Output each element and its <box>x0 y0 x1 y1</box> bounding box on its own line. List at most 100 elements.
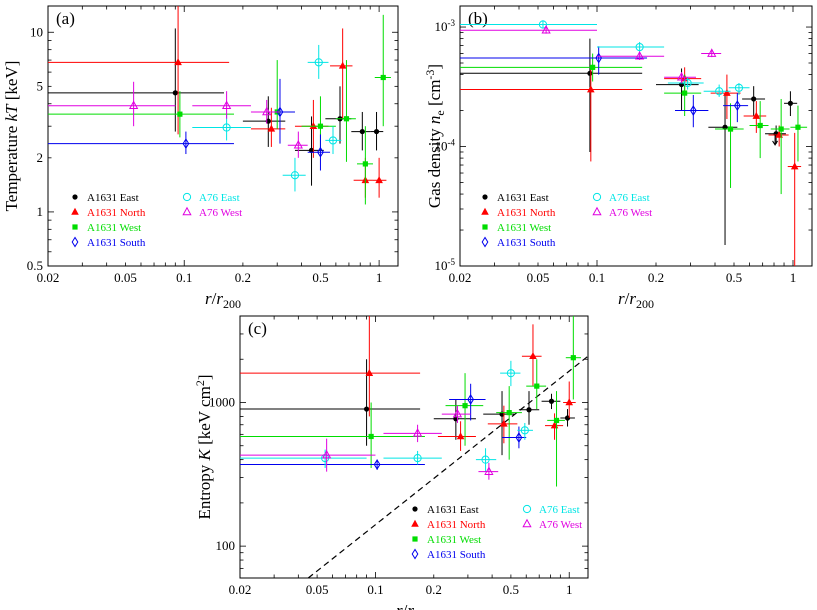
data-marker <box>529 351 537 359</box>
data-marker <box>309 121 318 129</box>
data-marker <box>222 123 231 132</box>
x-tick-label: 0.02 <box>229 582 252 597</box>
data-marker <box>515 432 523 443</box>
legend-marker-a76-east <box>182 192 192 202</box>
data-marker <box>787 100 794 106</box>
y-tick-label-base: 10 <box>435 139 448 154</box>
x-tick-label: 0.2 <box>235 270 251 285</box>
x-tick-label: 0.1 <box>589 270 605 285</box>
data-point <box>445 373 484 446</box>
data-point <box>708 93 738 245</box>
data-marker <box>734 83 744 92</box>
legend-marker-a1631-west <box>412 536 418 542</box>
x-tick-label: 0.5 <box>312 270 328 285</box>
y-tick-label: 100 <box>216 538 236 553</box>
data-marker <box>790 162 799 170</box>
data-point <box>518 391 540 425</box>
data-point <box>701 48 722 58</box>
data-point <box>48 6 230 135</box>
data-marker <box>362 161 368 167</box>
data-point <box>460 46 648 75</box>
y-tick-label: 1 <box>37 204 44 219</box>
data-marker <box>314 58 323 67</box>
x-tick-label: 0.02 <box>449 270 472 285</box>
series-a76-east <box>460 20 750 97</box>
x-axis-label-slash: / <box>212 289 217 308</box>
legend-marker-a1631-west <box>72 224 78 230</box>
data-marker <box>689 105 697 116</box>
data-point <box>48 28 225 132</box>
data-point <box>728 83 750 95</box>
panel-label: (c) <box>248 319 267 338</box>
y-tick-label: 5 <box>37 78 44 93</box>
panel-c-entropy: 0.02 0.05 0.1 0.2 0.5 1 100 1000 r/r200 Entropy K… <box>193 315 589 610</box>
legend-label-a76-east: A76 East <box>199 192 240 204</box>
y-axis-label-superscript: -3 <box>423 70 437 80</box>
y-tick-label: 10-4 <box>435 138 456 154</box>
series-a76-west <box>460 25 722 84</box>
series-a1631-south <box>460 46 749 128</box>
data-marker <box>707 48 717 57</box>
data-point <box>48 91 234 138</box>
y-axis-label-subscript: e <box>433 110 447 115</box>
y-axis-label-units: [keV cm <box>195 386 214 449</box>
data-marker <box>676 71 687 81</box>
legend-label-a1631-north: A1631 North <box>497 207 556 219</box>
data-marker <box>587 85 595 93</box>
data-marker <box>682 90 688 96</box>
data-marker <box>715 87 724 96</box>
plot-frame <box>459 5 813 267</box>
data-marker <box>276 106 284 118</box>
legend-marker-a76-west <box>522 518 532 528</box>
plot-frame <box>239 315 589 579</box>
legend-marker-a1631-north <box>411 519 419 527</box>
data-point <box>192 114 251 141</box>
data-point <box>500 360 521 387</box>
panel-label: (b) <box>468 9 488 28</box>
data-point <box>460 38 643 152</box>
series-a1631-north <box>460 65 802 266</box>
data-point <box>372 157 387 198</box>
series-a1631-south <box>240 383 527 470</box>
data-point <box>250 99 280 124</box>
data-point <box>330 28 353 119</box>
data-marker <box>267 124 276 132</box>
y-tick-label-exponent: -5 <box>448 257 456 267</box>
y-axis-label-close: ] <box>425 64 444 70</box>
data-marker <box>363 406 370 412</box>
data-point <box>258 60 295 129</box>
data-point <box>282 157 306 192</box>
legend-label-a1631-east: A1631 East <box>427 504 479 516</box>
data-marker <box>467 393 475 405</box>
x-axis-label: r/r200 <box>205 289 241 311</box>
data-marker <box>506 369 515 378</box>
x-tick-label: 0.05 <box>114 270 137 285</box>
y-axis-label-text: Temperature <box>2 122 21 212</box>
x-tick-label: 1 <box>566 582 573 597</box>
data-point <box>460 25 598 34</box>
y-axis-label-units: [keV] <box>2 61 21 105</box>
data-point <box>487 405 518 444</box>
data-marker <box>373 459 381 470</box>
x-tick-label: 0.2 <box>648 270 664 285</box>
data-marker <box>182 138 190 150</box>
data-point <box>749 101 769 159</box>
data-point <box>325 86 352 144</box>
data-marker <box>520 426 529 435</box>
y-axis-label-close: ] <box>195 375 214 381</box>
x-axis-label-slash: / <box>403 601 408 610</box>
data-marker <box>541 25 551 34</box>
data-marker <box>538 20 548 29</box>
data-marker <box>317 146 324 158</box>
data-point <box>437 421 476 451</box>
data-point <box>351 111 371 151</box>
data-marker <box>534 383 540 389</box>
data-marker <box>484 466 494 475</box>
x-axis-label-subscript: 200 <box>636 297 654 311</box>
legend-label-a1631-north: A1631 North <box>87 207 146 219</box>
data-point <box>460 65 643 162</box>
legend-marker-a1631-south <box>481 236 489 248</box>
legend-label-a76-west: A76 West <box>609 207 652 219</box>
data-marker <box>565 398 574 406</box>
